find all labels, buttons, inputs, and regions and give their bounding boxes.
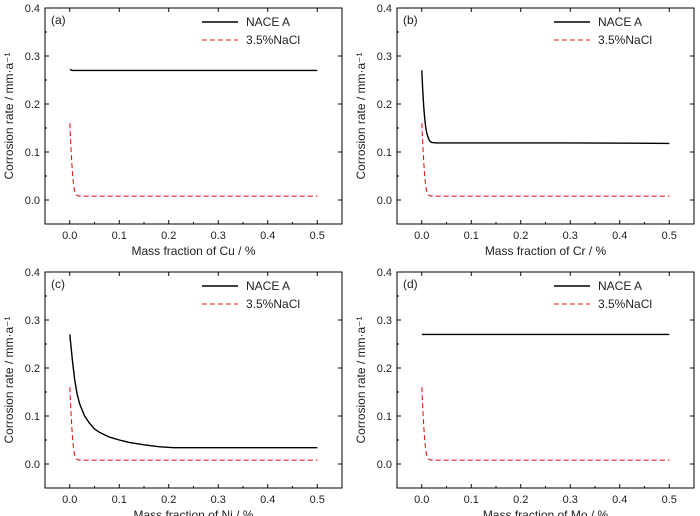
y-tick-label: 0.0 [25, 459, 40, 471]
x-tick-label: 0.4 [260, 494, 275, 506]
x-tick-label: 0.2 [161, 494, 176, 506]
x-tick-label: 0.3 [563, 494, 578, 506]
chart-panel: 0.0 0.1 0.2 0.3 0.4 0.5 0.0 0.1 0.2 0.3 0.4 Mass fr… [2, 3, 343, 258]
y-tick-label: 0.0 [377, 459, 392, 471]
x-tick-label: 0.4 [612, 230, 627, 242]
x-axis-label: Mass fraction of Cu / % [131, 244, 255, 258]
x-tick-label: 0.0 [62, 494, 77, 506]
legend-label-nacl: 3.5%NaCl [246, 33, 300, 47]
legend-label-nacl: 3.5%NaCl [246, 297, 300, 311]
y-tick-label: 0.4 [377, 267, 392, 279]
y-tick-label: 0.2 [25, 363, 40, 375]
y-tick-label: 0.1 [377, 411, 392, 423]
x-tick-label: 0.1 [112, 494, 127, 506]
panel-label: (a) [51, 13, 66, 27]
legend-label-nace-a: NACE A [598, 279, 642, 293]
x-tick-label: 0.0 [414, 494, 429, 506]
y-axis-label: Corrosion rate / mm·a⁻¹ [354, 316, 368, 443]
y-tick-label: 0.3 [377, 51, 392, 63]
y-tick-label: 0.1 [377, 147, 392, 159]
y-tick-label: 0.3 [25, 315, 40, 327]
x-tick-label: 0.1 [464, 494, 479, 506]
x-tick-label: 0.2 [513, 494, 528, 506]
x-tick-label: 0.5 [310, 494, 325, 506]
x-tick-label: 0.0 [62, 230, 77, 242]
x-tick-label: 0.3 [211, 230, 226, 242]
legend-label-nace-a: NACE A [246, 279, 290, 293]
x-tick-label: 0.4 [260, 230, 275, 242]
x-tick-label: 0.5 [310, 230, 325, 242]
series-line-nace-a [69, 68, 318, 72]
y-tick-label: 0.3 [25, 51, 40, 63]
y-tick-label: 0.4 [377, 3, 392, 15]
x-tick-label: 0.2 [513, 230, 528, 242]
y-axis-label: Corrosion rate / mm·a⁻¹ [2, 52, 16, 179]
panel-label: (d) [403, 277, 418, 291]
x-axis-label: Mass fraction of Ni / % [133, 508, 253, 516]
x-tick-label: 0.1 [464, 230, 479, 242]
y-axis-label: Corrosion rate / mm·a⁻¹ [2, 316, 16, 443]
x-tick-label: 0.3 [211, 494, 226, 506]
y-tick-label: 0.3 [377, 315, 392, 327]
y-tick-label: 0.2 [377, 363, 392, 375]
y-tick-label: 0.1 [25, 147, 40, 159]
series-line-nace-a [421, 70, 670, 145]
y-tick-label: 0.0 [377, 195, 392, 207]
x-tick-label: 0.5 [662, 230, 677, 242]
series-line-nacl [69, 123, 318, 197]
series-line-nacl [421, 123, 670, 197]
chart-panel: 0.0 0.1 0.2 0.3 0.4 0.5 0.0 0.1 0.2 0.3 0.4 Mass fr… [354, 3, 695, 258]
x-tick-label: 0.1 [112, 230, 127, 242]
x-tick-label: 0.5 [662, 494, 677, 506]
y-tick-label: 0.1 [25, 411, 40, 423]
x-axis-label: Mass fraction of Mo / % [483, 508, 609, 516]
x-tick-label: 0.0 [414, 230, 429, 242]
y-tick-label: 0.4 [25, 3, 40, 15]
series-line-nace-a [69, 334, 318, 449]
panel-label: (c) [51, 277, 65, 291]
panel-label: (b) [403, 13, 418, 27]
x-axis-label: Mass fraction of Cr / % [485, 244, 607, 258]
y-tick-label: 0.4 [25, 267, 40, 279]
series-line-nacl [421, 387, 670, 461]
x-tick-label: 0.4 [612, 494, 627, 506]
legend-label-nacl: 3.5%NaCl [598, 33, 652, 47]
y-tick-label: 0.2 [25, 99, 40, 111]
legend-label-nacl: 3.5%NaCl [598, 297, 652, 311]
y-tick-label: 0.2 [377, 99, 392, 111]
chart-panel: 0.0 0.1 0.2 0.3 0.4 0.5 0.0 0.1 0.2 0.3 0.4 Mass fr… [2, 267, 343, 516]
y-tick-label: 0.0 [25, 195, 40, 207]
series-line-nacl [69, 387, 318, 461]
legend-label-nace-a: NACE A [598, 15, 642, 29]
x-tick-label: 0.3 [563, 230, 578, 242]
x-tick-label: 0.2 [161, 230, 176, 242]
legend-label-nace-a: NACE A [246, 15, 290, 29]
y-axis-label: Corrosion rate / mm·a⁻¹ [354, 52, 368, 179]
